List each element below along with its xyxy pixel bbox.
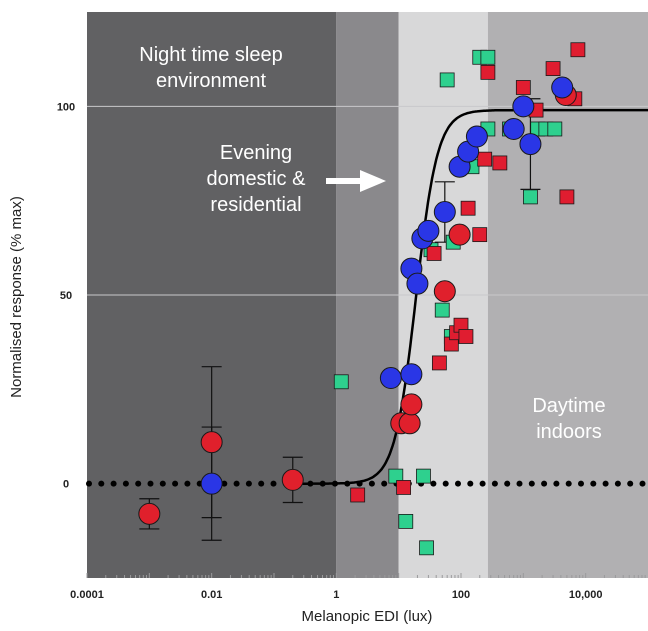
data-point-circle [433, 200, 456, 223]
data-point-square [333, 374, 349, 390]
data-point-square [388, 468, 404, 484]
data-point-square [416, 468, 431, 484]
data-point-circle [281, 468, 304, 491]
zone-label-daytime: Daytime indoors [532, 395, 605, 443]
fit-curve [292, 108, 648, 485]
data-point-square [570, 42, 586, 58]
y-tick-label: 0 [63, 479, 69, 491]
data-point-square [559, 189, 575, 205]
data-point-circle [200, 431, 223, 454]
y-tick-label: 50 [60, 290, 72, 302]
baseline-dot [368, 480, 375, 487]
baseline-dot [491, 480, 498, 487]
baseline-dot [147, 480, 154, 487]
data-point-square [439, 72, 455, 88]
data-point-circle [200, 472, 223, 495]
data-point-circle [512, 95, 535, 118]
data-point-square [480, 64, 496, 80]
data-point-square [396, 480, 412, 495]
data-point-square [460, 200, 476, 216]
y-axis-label: Normalised response (% max) [8, 196, 25, 398]
data-point-square [458, 329, 474, 344]
baseline-dot [541, 480, 548, 487]
data-point-circle [406, 272, 429, 295]
baseline-dot [86, 480, 92, 487]
data-point-square [434, 302, 450, 318]
data-point-square [480, 49, 496, 65]
baseline-dot [455, 480, 461, 487]
baseline-dot [258, 480, 265, 487]
data-point-circle [551, 76, 574, 99]
baseline-dot [442, 480, 449, 487]
baseline-dot [110, 480, 117, 487]
data-point-circle [519, 133, 542, 156]
zone-label-evening: Evening domestic & residential [207, 142, 307, 216]
data-point-circle [433, 280, 456, 303]
baseline-dot [467, 480, 474, 487]
baseline-dot [590, 480, 597, 487]
data-point-circle [465, 125, 488, 148]
data-point-square [547, 121, 563, 137]
x-tick-labels: 0.0001 0.01 1 100 10,000 [70, 589, 602, 601]
zone-labels: Night time sleep environment Evening domest… [139, 44, 605, 443]
y-tick-label: 100 [57, 101, 75, 113]
x-tick-label: 100 [452, 589, 470, 601]
data-point-circle [448, 223, 471, 246]
baseline-dot [578, 480, 584, 487]
baseline-dot [172, 480, 179, 487]
data-point-square [545, 61, 561, 76]
zone-label-night: Night time sleep environment [139, 44, 282, 92]
baseline-dot [184, 480, 191, 487]
baseline-dot [627, 480, 634, 487]
gridlines [87, 105, 648, 296]
data-point-square [426, 246, 442, 261]
arrow [326, 170, 386, 192]
baseline-dot [135, 480, 142, 487]
baseline-dot [98, 480, 105, 487]
data-point-circle [379, 367, 402, 390]
baseline-dot [233, 480, 240, 487]
data-point-circle [400, 393, 423, 416]
baseline-dot [528, 480, 535, 487]
data-point-circle [138, 502, 161, 525]
x-tick-label: 0.0001 [70, 589, 104, 601]
baseline-dot [516, 480, 523, 487]
x-tick-label: 10,000 [569, 589, 603, 601]
y-tick-labels: 0 50 100 [57, 101, 75, 490]
data-point-circle [417, 219, 440, 242]
baseline-dot [479, 480, 486, 487]
data-point-square [350, 487, 366, 503]
data-point-square [472, 227, 488, 243]
baseline-dot [245, 480, 252, 487]
x-tick-label: 0.01 [201, 589, 222, 601]
baseline-dot [159, 480, 166, 487]
baseline-dot [381, 480, 388, 487]
data-point-square [492, 155, 508, 171]
data-point-square [419, 540, 434, 556]
data-points [138, 42, 586, 556]
data-point-circle [400, 363, 423, 386]
baseline-dot [270, 480, 277, 487]
data-point-square [477, 151, 493, 167]
baseline-dot [565, 480, 572, 487]
baseline-dot [221, 480, 228, 487]
baseline-dot [553, 480, 560, 487]
baseline-dot [602, 480, 609, 487]
data-point-circle [398, 412, 421, 435]
baseline-dot [430, 480, 437, 487]
baseline-dot [504, 480, 511, 487]
data-point-square [431, 355, 447, 371]
x-axis-label: Melanopic EDI (lux) [302, 608, 433, 625]
data-point-square [515, 80, 531, 95]
data-point-square [398, 514, 414, 529]
data-point-square [523, 189, 538, 205]
baseline-dot [614, 480, 621, 487]
x-tick-label: 1 [333, 589, 339, 601]
x-minor-ticks [86, 573, 646, 578]
baseline-dot [122, 480, 129, 487]
data-point-circle [502, 117, 525, 140]
fit-curve-group [292, 108, 648, 485]
baseline-dot [639, 480, 646, 487]
